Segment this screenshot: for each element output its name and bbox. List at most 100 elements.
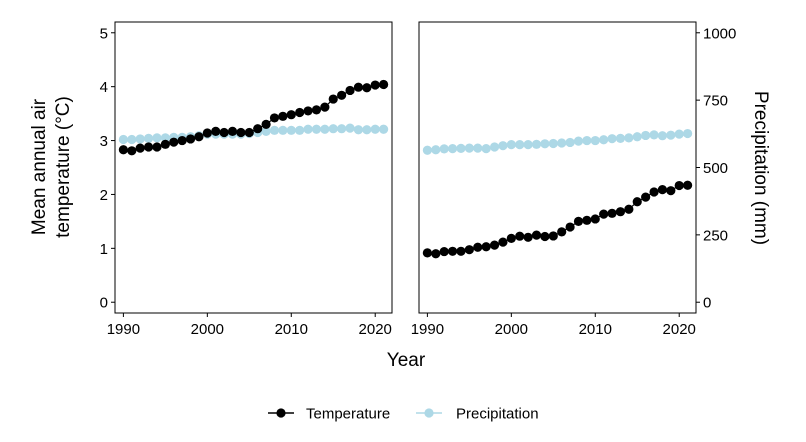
left-precipitation-point	[370, 124, 380, 134]
right-precipitation-point	[573, 136, 584, 146]
right-temperature-point	[481, 242, 491, 252]
left-temperature-point	[177, 135, 187, 146]
right-precipitation-point	[641, 130, 651, 141]
right-y-tick-label: 0	[703, 295, 711, 312]
right-temperature-point	[657, 184, 668, 195]
right-temperature-point	[607, 208, 617, 218]
left-temperature-point	[169, 137, 179, 147]
right-precipitation-point	[548, 138, 558, 149]
left-precipitation-point	[311, 124, 322, 134]
right-temperature-point	[641, 192, 651, 202]
right-precipitation-point	[683, 128, 693, 139]
right-x-tick-label: 1990	[411, 321, 444, 338]
left-precipitation-point	[261, 126, 271, 136]
left-precipitation-point	[143, 133, 154, 143]
right-precipitation-point	[565, 137, 575, 148]
left-temperature-point	[370, 80, 380, 90]
left-precipitation-point	[152, 133, 162, 143]
left-temperature-point	[303, 106, 313, 116]
left-temperature-point	[337, 90, 347, 100]
left-precipitation-point	[320, 124, 330, 134]
left-temperature-point	[143, 142, 154, 152]
right-temperature-point	[447, 246, 458, 256]
right-temperature-point	[422, 248, 432, 258]
left-x-tick-label: 2010	[275, 321, 308, 338]
right-y-tick-label: 750	[703, 93, 728, 110]
left-precipitation-point	[127, 134, 137, 145]
left-temperature-point	[253, 124, 263, 134]
right-x-tick-label: 2000	[495, 321, 528, 338]
right-precipitation-point	[422, 145, 432, 155]
left-temperature-point	[362, 83, 372, 93]
right-temperature-point	[439, 246, 449, 257]
right-precipitation-point	[531, 139, 542, 149]
left-x-axis: 1990 2000 2010 2020	[107, 313, 392, 338]
right-temperature-point	[599, 209, 609, 219]
right-precipitation-point	[523, 140, 533, 150]
left-precipitation-point	[345, 123, 355, 133]
left-x-tick-label: 1990	[107, 321, 140, 338]
right-precipitation-point	[557, 138, 567, 148]
right-temperature-point	[624, 204, 634, 214]
left-precipitation-point	[362, 125, 372, 135]
left-temperature-point	[311, 105, 322, 115]
left-temperature-point	[236, 127, 246, 138]
left-x-tick-label: 2000	[191, 321, 224, 338]
left-precipitation-point	[278, 125, 288, 135]
left-temperature-point	[328, 94, 338, 104]
right-precipitation-point	[599, 135, 609, 145]
left-temperature-point	[219, 127, 229, 138]
right-precipitation-point	[615, 133, 626, 143]
right-precipitation-point	[674, 129, 684, 139]
left-data-marks	[118, 79, 389, 156]
right-precipitation-point	[464, 143, 474, 153]
right-y-tick-label: 500	[703, 160, 728, 177]
right-precipitation-point	[632, 132, 642, 142]
left-precipitation-point	[135, 134, 145, 144]
left-temperature-point	[211, 126, 221, 136]
right-precipitation-point	[498, 141, 508, 151]
left-temperature-point	[345, 85, 355, 96]
left-temperature-point	[135, 143, 145, 153]
left-y-tick-label: 0	[100, 295, 108, 312]
right-temperature-point	[548, 231, 558, 241]
left-temperature-point	[353, 82, 364, 92]
right-precipitation-point	[439, 144, 449, 154]
left-temperature-point	[295, 107, 305, 118]
left-temperature-point	[118, 145, 128, 155]
legend-precipitation-marker	[424, 408, 434, 418]
legend-precipitation-label: Precipitation	[456, 406, 539, 423]
x-axis-title: Year	[387, 350, 426, 371]
right-precipitation-point	[447, 144, 458, 154]
right-temperature-point	[590, 214, 600, 224]
left-y-axis-title-line2: temperature (°C)	[53, 96, 74, 238]
right-precipitation-point	[489, 142, 500, 152]
right-precipitation-point	[481, 144, 491, 154]
right-temperature-point	[431, 249, 441, 259]
right-temperature-point	[649, 187, 659, 197]
left-temperature-point	[269, 113, 280, 123]
right-data-marks	[422, 128, 693, 259]
right-precipitation-point	[607, 134, 617, 144]
left-plot-frame	[114, 21, 393, 314]
right-temperature-point	[498, 237, 508, 247]
left-temperature-point	[244, 127, 254, 138]
left-precipitation-point	[118, 134, 128, 145]
left-temperature-point	[127, 146, 137, 156]
right-temperature-point	[674, 180, 684, 191]
right-x-tick-label: 2010	[579, 321, 612, 338]
right-precipitation-point	[515, 140, 525, 150]
left-temperature-point	[261, 119, 271, 129]
right-temperature-point	[531, 230, 542, 240]
right-temperature-point	[565, 222, 575, 232]
left-y-axis-title-line1: Mean annual air	[29, 98, 50, 235]
left-y-tick-label: 5	[100, 25, 108, 42]
left-x-tick-label: 2020	[359, 321, 392, 338]
right-temperature-point	[515, 231, 525, 241]
left-precipitation-point	[353, 125, 364, 135]
legend: Temperature Precipitation	[268, 406, 539, 423]
left-y-tick-label: 2	[100, 187, 108, 204]
left-precipitation-point	[160, 133, 170, 143]
right-temperature-point	[506, 233, 516, 243]
